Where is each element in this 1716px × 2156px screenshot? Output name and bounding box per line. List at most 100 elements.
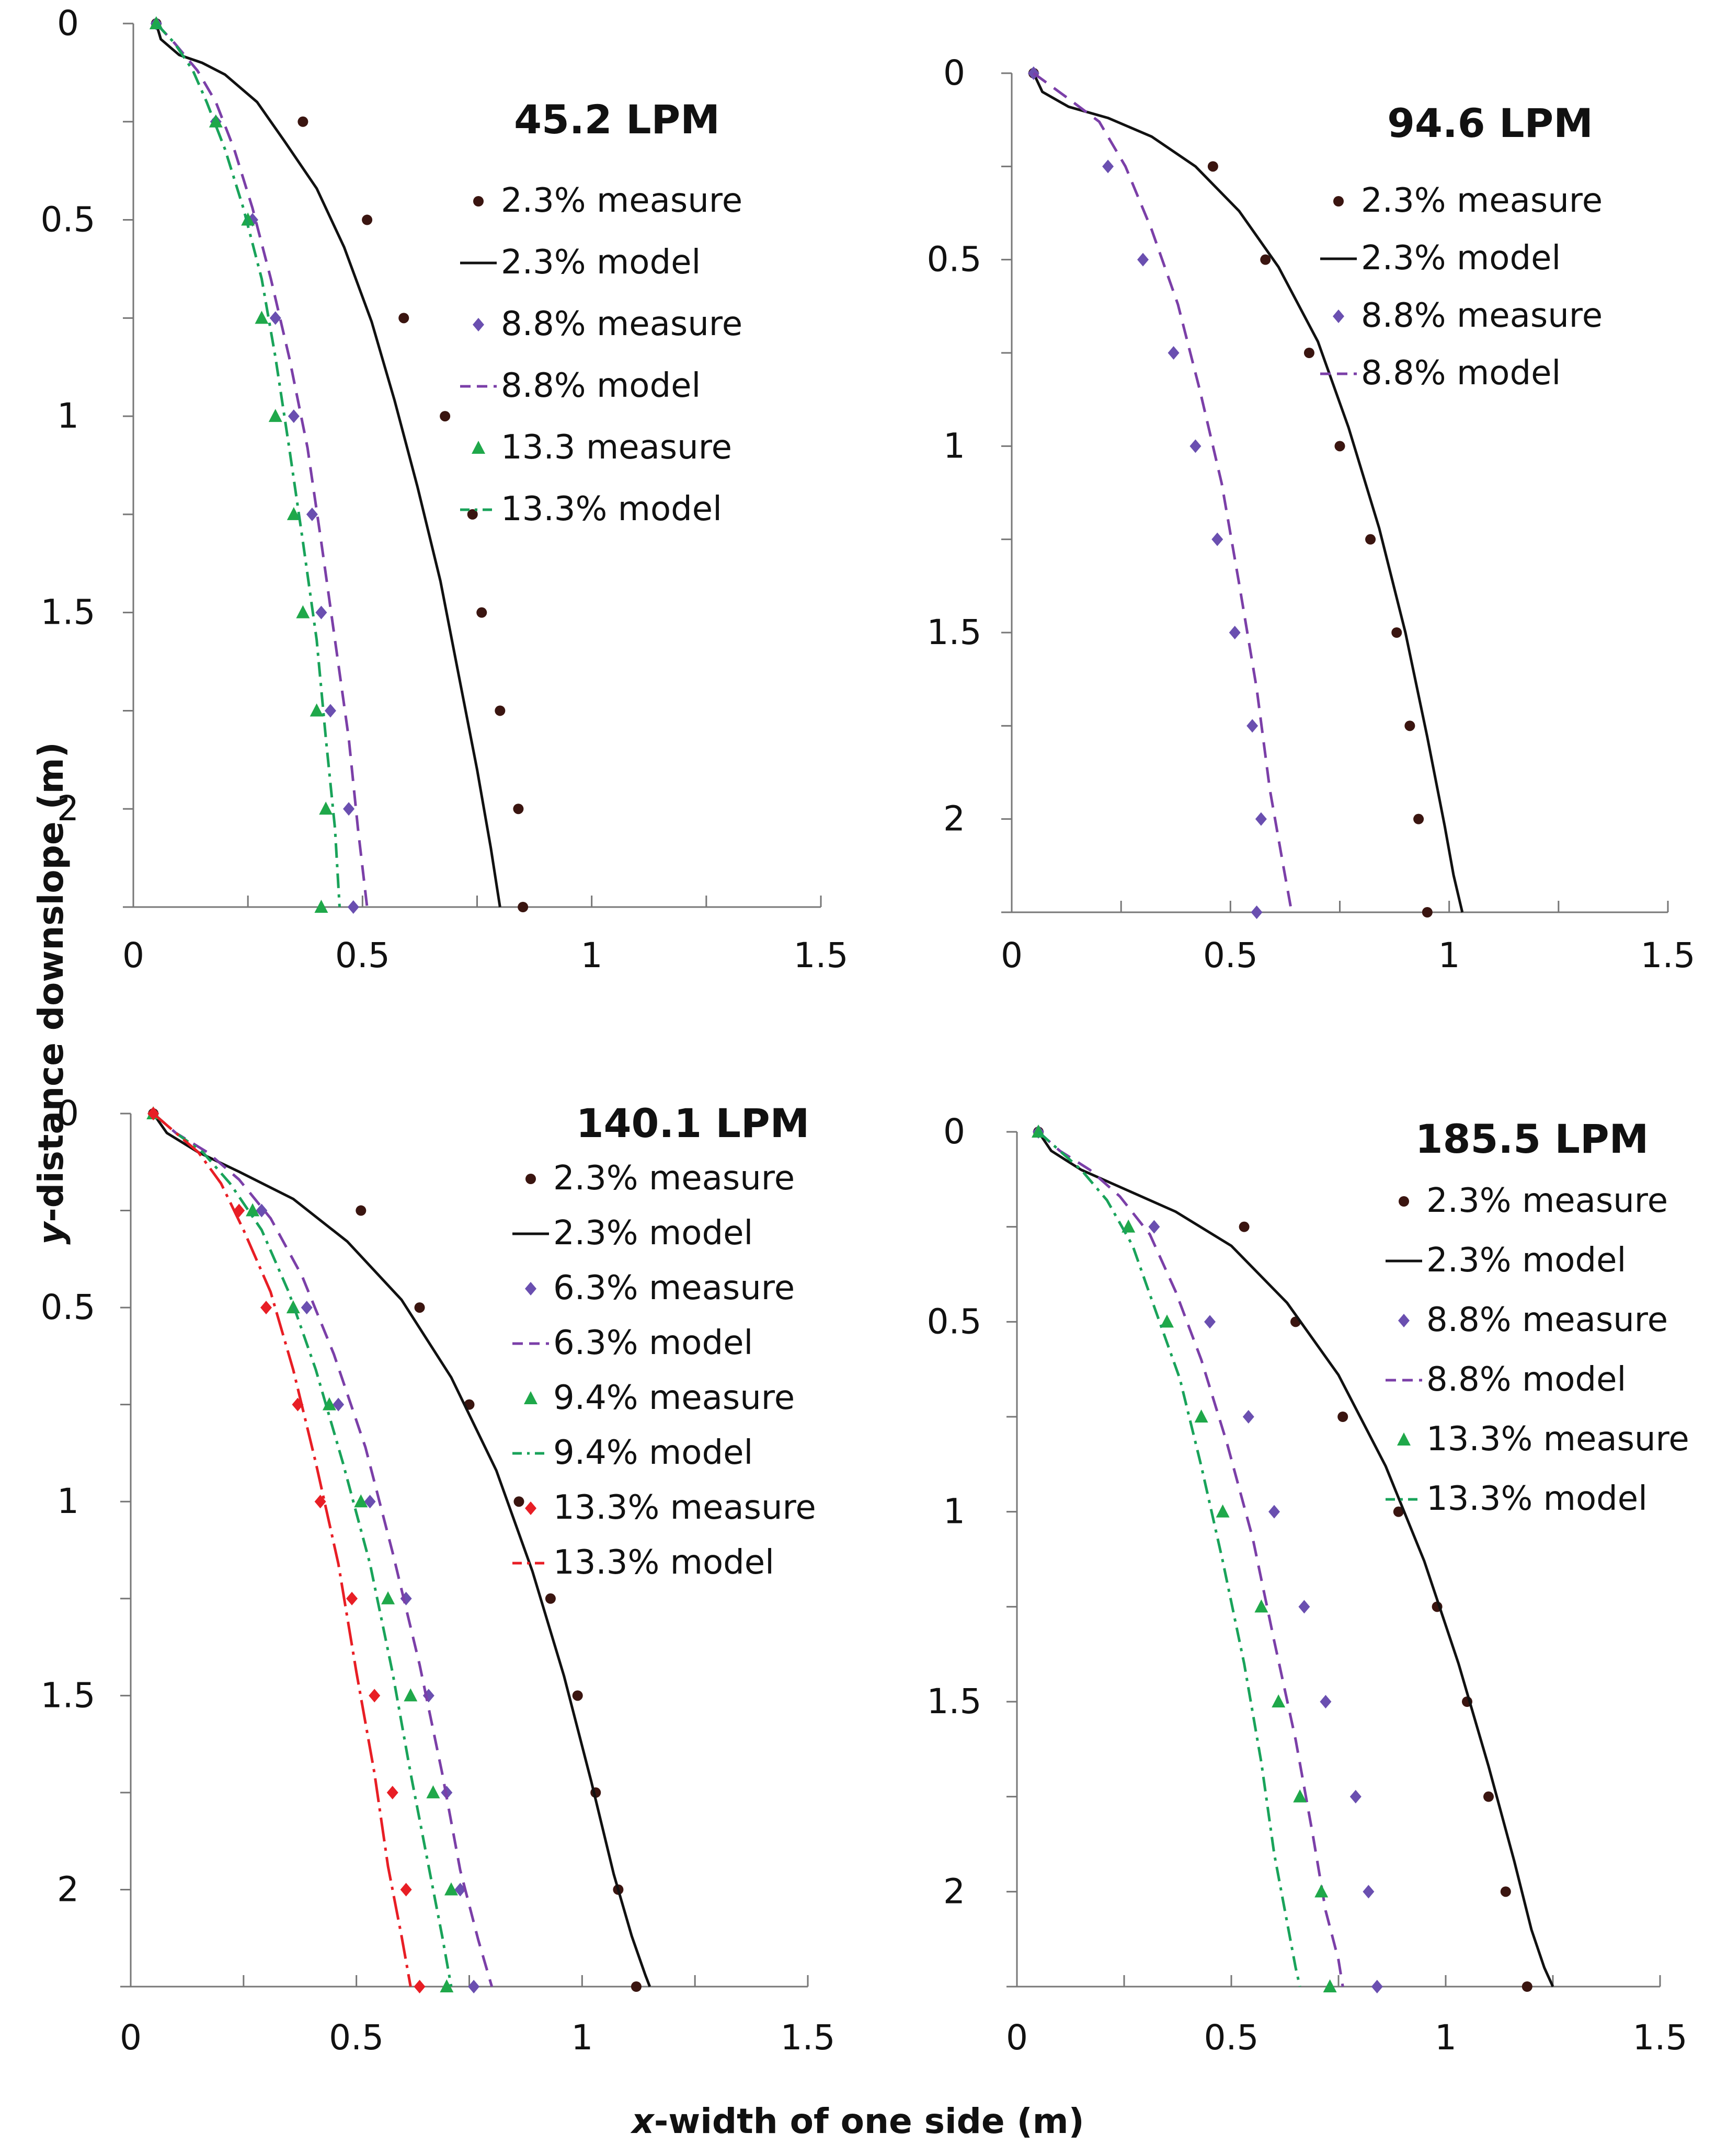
data-point (256, 1203, 268, 1218)
y-tick-label: 0.5 (927, 1301, 982, 1341)
legend-label: 13.3% model (553, 1543, 774, 1582)
data-point (1500, 1886, 1511, 1897)
data-point (260, 1301, 272, 1315)
legend-marker-2-3-measure (525, 1174, 536, 1184)
model-curve (1033, 72, 1293, 913)
data-point (1189, 439, 1202, 453)
legend-marker-8-8-measure (1398, 1314, 1410, 1327)
legend-label: 13.3 measure (501, 428, 732, 467)
data-point (476, 607, 487, 618)
model-curve (1037, 1131, 1554, 1988)
data-point (1239, 1221, 1250, 1232)
data-point (1314, 1884, 1329, 1898)
data-point (1293, 1789, 1307, 1803)
data-point (362, 214, 373, 225)
data-point (1337, 1412, 1348, 1422)
data-point (333, 1397, 345, 1412)
data-point (1242, 1410, 1254, 1424)
y-tick-label: 0.5 (41, 1287, 96, 1327)
legend-label: 2.3% model (501, 243, 701, 282)
series-13-3-measure (149, 16, 333, 913)
data-point (209, 114, 223, 128)
data-point (287, 507, 301, 520)
y-tick-label: 2 (57, 788, 79, 829)
series-2-3-model (155, 23, 501, 908)
y-tick-label: 2 (943, 1871, 965, 1911)
data-point (1371, 1980, 1383, 1993)
x-tick-label: 1.5 (781, 2017, 836, 2058)
data-point (1255, 812, 1267, 826)
x-tick-label: 0 (122, 935, 144, 976)
x-tick-label: 1.5 (1633, 2017, 1688, 2058)
chart-title: 45.2 LPM (514, 96, 720, 143)
data-point (1102, 159, 1114, 174)
y-tick-label: 1.5 (927, 612, 982, 652)
series-8-8-measure (150, 17, 359, 914)
data-point (1483, 1791, 1494, 1802)
data-point (398, 313, 409, 324)
data-point (518, 902, 529, 912)
legend-label: 8.8% measure (1361, 296, 1603, 335)
data-point (1160, 1314, 1174, 1328)
x-tick-label: 0.5 (329, 2017, 384, 2058)
legend-marker-2-3-measure (473, 196, 484, 207)
data-point (513, 804, 524, 815)
x-tick-label: 1.5 (1641, 935, 1696, 976)
data-point (269, 311, 281, 325)
y-tick-label: 2 (57, 1869, 79, 1909)
legend-label: 2.3% measure (553, 1159, 795, 1198)
data-point (1422, 907, 1433, 918)
legend-label: 2.3% measure (1426, 1182, 1668, 1220)
data-point (1303, 348, 1314, 358)
legend: 2.3% measure 2.3% model 8.8% measure 8.8% m… (460, 181, 742, 529)
legend-label: 8.8% model (1426, 1360, 1626, 1399)
legend-marker-13-3-measure (472, 441, 485, 454)
legend: 2.3% measure 2.3% model 8.8% measure 8.8% m… (1386, 1182, 1689, 1518)
legend-marker-8-8-measure (1333, 309, 1344, 323)
y-tick-label: 0 (943, 1111, 965, 1152)
data-point (1349, 1790, 1362, 1804)
legend-label: 6.3% measure (553, 1269, 795, 1308)
data-point (1363, 1885, 1375, 1899)
data-point (440, 1979, 454, 1992)
y-tick-label: 1.5 (41, 1675, 96, 1715)
data-point (1268, 1505, 1280, 1519)
series-9-4-model (152, 1113, 453, 1987)
data-point (1404, 720, 1415, 731)
model-curve (1032, 72, 1464, 913)
data-point (426, 1785, 440, 1798)
data-point (347, 900, 359, 914)
data-point (288, 409, 300, 423)
y-tick-label: 2 (943, 799, 965, 839)
data-point (468, 1980, 480, 1993)
data-point (400, 1883, 412, 1897)
data-point (1365, 534, 1376, 545)
data-point (322, 1397, 336, 1410)
series-2-3-model (1037, 1131, 1554, 1988)
y-tick-label: 0.5 (927, 239, 982, 280)
y-tick-label: 0.5 (41, 200, 96, 240)
legend-label: 13.3% model (1426, 1480, 1648, 1518)
model-curve (155, 22, 369, 908)
y-tick-label: 1 (943, 426, 965, 466)
chart-title: 140.1 LPM (576, 1100, 810, 1146)
x-tick-label: 0 (1006, 2017, 1028, 2058)
data-point (306, 507, 318, 521)
data-point (343, 802, 355, 816)
data-point (1323, 1979, 1337, 1992)
data-point (1251, 905, 1263, 919)
data-point (1204, 1315, 1216, 1329)
legend-label: 2.3% model (553, 1214, 753, 1253)
series-9-4-measure (146, 1106, 458, 1992)
x-tick-label: 0.5 (1204, 2017, 1259, 2058)
y-tick-label: 1 (57, 1481, 79, 1521)
legend-label: 2.3% model (1426, 1241, 1626, 1280)
legend-marker-9-4-measure (524, 1391, 537, 1404)
legend: 2.3% measure 2.3% model 8.8% measure 8.8% m… (1320, 181, 1603, 393)
data-point (1413, 813, 1424, 824)
series-13-3-model (155, 22, 341, 908)
data-point (1320, 1695, 1332, 1708)
y-tick-label: 0 (943, 53, 965, 93)
